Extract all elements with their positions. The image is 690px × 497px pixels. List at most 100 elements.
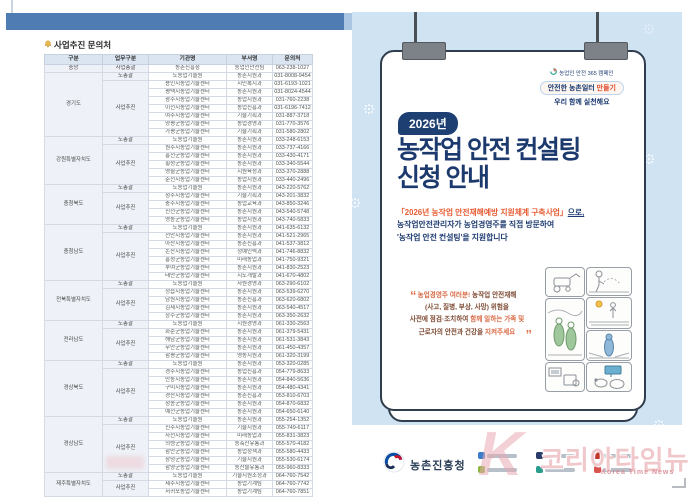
dept-cell: 농촌지원과 <box>226 232 273 241</box>
org-cell: 진주시농업기술센터 <box>148 424 227 433</box>
org-cell: 함평군농업기술센터 <box>148 352 227 361</box>
tel-cell: 041-537-3812 <box>272 240 313 249</box>
table-row: 전라남도 도총괄 도농업기술원 지원경영과 061-330-2563 <box>44 320 313 361</box>
corner-crop-mark <box>672 478 686 488</box>
org-cell: 양평군농업기술센터 <box>148 120 227 129</box>
campaign-badge-blue: 안전한 농촌일터 <box>547 85 595 92</box>
dept-cell: 농업기계팀 <box>226 480 273 489</box>
partner-logo-text <box>487 453 517 458</box>
tel-cell: 061-330-2563 <box>272 320 313 329</box>
table-row: 양평군농업기술센터 농업경영과 031-770-3576 <box>45 120 313 129</box>
tel-cell: 054-650-6140 <box>272 408 313 417</box>
org-cell: 영동군농업기술센터 <box>148 216 227 225</box>
table-row: 부여군농업기술센터 농촌지원과 041-830-2523 <box>45 264 313 273</box>
duty-cell: 도총괄 <box>102 320 149 329</box>
tel-cell: 041-746-8832 <box>272 248 313 257</box>
dept-cell: 농촌지원과 <box>226 336 273 345</box>
region-cell: 충청북도 <box>44 184 103 225</box>
hanger-string <box>414 12 417 44</box>
region-cell: 경기도 <box>44 72 103 137</box>
dept-cell: 미래농업과 <box>226 256 273 265</box>
tel-cell: 054-480-4341 <box>272 384 313 393</box>
org-cell: 함안군농업기술센터 <box>148 448 227 457</box>
tel-cell: 061-450-4357 <box>272 344 313 353</box>
dept-cell: 농촌지원과 <box>226 376 273 385</box>
org-cell: 정읍시농업기술센터 <box>148 288 227 297</box>
org-cell: 구미시농업기술센터 <box>148 384 227 393</box>
dept-cell: 미래농업과 <box>226 432 273 441</box>
org-cell: 예천군농업기술센터 <box>148 408 227 417</box>
quote-lines: 농업경영주 여러분! 농작업 안전재해 (사고, 질병, 부상, 사망) 위험을 사… <box>384 290 550 339</box>
dept-cell: 기술지원과 <box>226 424 273 433</box>
duty-cell: 도총괄 <box>102 184 149 193</box>
org-cell: 도농업기술원 <box>148 360 227 369</box>
table-row: 경기도 도총괄 도농업기술원 농촌지원과 031-8008-9454 <box>44 72 313 137</box>
duty-cell: 사업추진 <box>102 424 149 473</box>
org-cell: 이천시농업기술센터 <box>148 104 227 113</box>
dept-cell: 정예인력과 <box>226 248 273 257</box>
rda-emblem-icon <box>383 451 405 478</box>
duty-cell: 사업추진 <box>102 368 149 417</box>
dept-cell: 농촌지원과 <box>226 312 273 321</box>
dept-cell: 농산물유통과 <box>226 464 273 473</box>
poster-title-line1: 농작업 안전 컨설팅 <box>397 136 581 164</box>
table-row: 영동군농업기술센터 농업지원과 043-740-5833 <box>45 216 313 225</box>
campaign-tagline: 우리 함께 실천해요 <box>554 99 610 106</box>
dept-cell: 농촌지원과 <box>226 152 273 161</box>
agency-name: 농촌진흥청 <box>410 459 466 472</box>
org-cell: 도농업기술원 <box>148 280 227 289</box>
description-line1: 「2026년 농작업 안전재해예방 지원체계 구축사업」으로, <box>397 207 633 219</box>
dept-cell: 기술지원과 <box>226 456 273 465</box>
table-row: 홍천군농업기술센터 농촌지원과 033-430-4171 <box>45 152 313 161</box>
org-cell: 충주시농업기술센터 <box>148 200 227 209</box>
dept-cell: 농촌지원과 <box>226 360 273 369</box>
dept-cell: 기술지원조정과 <box>226 472 273 481</box>
tel-cell: 031-6196-7412 <box>272 104 313 113</box>
tel-cell: 031-8008-9454 <box>272 72 313 81</box>
illustration-tractor-scene <box>545 267 585 297</box>
table-row: 강원특별자치도 도총괄 도농업기술원 농촌지원과 033-248-6153 <box>44 136 313 185</box>
poster-card: 농업인 안전 365 캠페인 안전한 농촌일터 만들기 우리 함께 실천해요 2… <box>380 50 646 411</box>
duty-cell: 도총괄 <box>102 472 149 481</box>
table-row: 장수군농업기술센터 농촌지원과 063-350-2632 <box>45 312 313 321</box>
header-band <box>6 13 344 30</box>
tel-cell: 033-370-2888 <box>272 168 313 177</box>
partner-logo <box>536 464 588 475</box>
column-header: 구분 <box>44 54 103 65</box>
page-fold-line <box>11 0 13 14</box>
table-row: 충청북도 도총괄 도농업기술원 농촌지원과 043-220-5762 <box>44 184 313 225</box>
partner-logo-icon <box>478 466 485 473</box>
duty-cell: 사업총괄 <box>102 64 149 73</box>
description-bracket: 「2026년 농작업 안전재해예방 지원체계 구축사업」 <box>397 208 568 217</box>
dept-cell: 농촌지원과 <box>226 416 273 425</box>
dept-cell: 농업지원과 <box>226 176 273 185</box>
dept-cell: 농업진흥과 <box>226 104 273 113</box>
tel-cell: 055-960-8333 <box>272 464 313 473</box>
org-cell: 용인시농업기술센터 <box>148 80 227 89</box>
dept-cell: 농촌지원과 <box>226 160 273 169</box>
table-row: 창녕군농업기술센터 기술지원과 055-530-6174 <box>45 456 313 465</box>
quote-segment: 사전에 점검·조치하여 <box>409 316 471 324</box>
org-cell: 사천시농업기술센터 <box>148 432 227 441</box>
tel-cell: 055-254-1352 <box>272 416 313 425</box>
table-row: 가평군농업기술센터 기술기획과 031-580-2802 <box>45 128 313 137</box>
dept-cell: 기술기획과 <box>226 192 273 201</box>
quote-segment: 함께 일하는 가족 및 <box>470 316 525 324</box>
tel-cell: 043-540-5748 <box>272 208 313 217</box>
org-cell: 무안군농업기술센터 <box>148 344 227 353</box>
dept-cell: 농업지원과 <box>226 96 273 105</box>
dept-cell: 시민복지과 <box>226 80 273 89</box>
dept-cell: 농축산유통과 <box>226 440 273 449</box>
dept-cell: 농촌진흥과 <box>226 240 273 249</box>
tel-cell: 055-831-3823 <box>272 432 313 441</box>
tel-cell: 041-670-4802 <box>272 272 313 281</box>
quote-line: 농업경영주 여러분! 농작업 안전재해 <box>384 290 550 302</box>
dept-cell: 자원경영과 <box>226 280 273 289</box>
tel-cell: 063-620-6802 <box>272 296 313 305</box>
dept-cell: 농촌지원과 <box>226 288 273 297</box>
tel-cell: 063-539-6270 <box>272 288 313 297</box>
org-cell: 원주시농업기술센터 <box>148 144 227 153</box>
column-header: 기관명 <box>148 54 227 65</box>
table-row: 사업추진 천안시농업기술센터 농촌지원과 041-521-2965 <box>45 232 313 281</box>
sparkle-icon <box>648 158 650 160</box>
